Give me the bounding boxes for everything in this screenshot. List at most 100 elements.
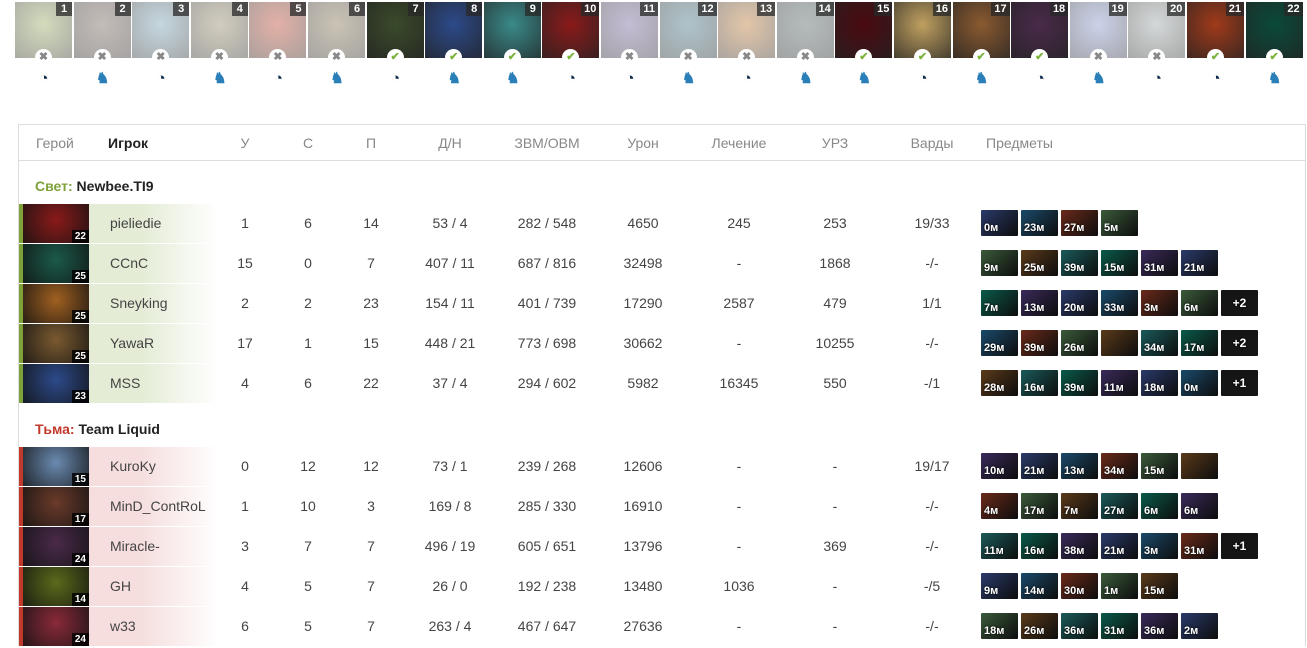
hero-portrait[interactable]: 14 xyxy=(23,567,89,606)
header-healing[interactable]: Лечение xyxy=(711,135,767,151)
item-icon[interactable]: 15м xyxy=(1101,250,1138,276)
draft-hero-pick[interactable]: 8 ✔ ♞ xyxy=(425,2,483,92)
more-items-button[interactable]: +1 xyxy=(1221,370,1258,396)
player-name[interactable]: Sneyking xyxy=(110,295,168,311)
header-hero[interactable]: Герой xyxy=(36,135,74,151)
item-icon[interactable]: 3м xyxy=(1141,290,1178,316)
header-player[interactable]: Игрок xyxy=(108,135,149,151)
draft-hero-ban[interactable]: 4 ✖ ♞ xyxy=(190,2,248,92)
player-name[interactable]: MSS xyxy=(110,375,141,391)
item-icon[interactable]: 18м xyxy=(1141,370,1178,396)
draft-hero-pick[interactable]: 15 ✔ ♞ xyxy=(835,2,893,92)
header-kills[interactable]: У xyxy=(240,135,250,151)
item-icon[interactable]: 7м xyxy=(1061,493,1098,519)
item-icon[interactable]: 5м xyxy=(1101,210,1138,236)
header-gpm-xpm[interactable]: ЗВМ/ОВМ xyxy=(514,135,580,151)
item-icon[interactable] xyxy=(1101,330,1138,356)
draft-hero-ban[interactable]: 5 ✖ ◔ xyxy=(249,2,307,92)
item-icon[interactable]: 31м xyxy=(1141,250,1178,276)
item-icon[interactable]: 38м xyxy=(1061,533,1098,559)
header-building-damage[interactable]: УРЗ xyxy=(821,135,849,151)
player-name[interactable]: pieliedie xyxy=(110,215,162,231)
item-icon[interactable]: 9м xyxy=(981,250,1018,276)
hero-portrait[interactable]: 25 xyxy=(23,244,89,283)
item-icon[interactable]: 6м xyxy=(1141,493,1178,519)
item-icon[interactable]: 36м xyxy=(1141,613,1178,639)
player-name[interactable]: Miracle- xyxy=(110,538,160,554)
item-icon[interactable]: 30м xyxy=(1061,573,1098,599)
item-icon[interactable]: 3м xyxy=(1141,533,1178,559)
hero-portrait[interactable]: 15 xyxy=(23,447,89,486)
item-icon[interactable]: 18м xyxy=(981,613,1018,639)
more-items-button[interactable]: +2 xyxy=(1221,330,1258,356)
draft-hero-ban[interactable]: 14 ✖ ♞ xyxy=(776,2,834,92)
draft-hero-ban[interactable]: 3 ✖ ◔ xyxy=(132,2,190,92)
draft-hero-pick[interactable]: 18 ✔ ◔ xyxy=(1011,2,1069,92)
more-items-button[interactable]: +1 xyxy=(1221,533,1258,559)
item-icon[interactable]: 11м xyxy=(1101,370,1138,396)
draft-hero-ban[interactable]: 2 ✖ ♞ xyxy=(73,2,131,92)
header-deaths[interactable]: С xyxy=(302,135,314,151)
item-icon[interactable]: 29м xyxy=(981,330,1018,356)
draft-hero-ban[interactable]: 19 ✖ ♞ xyxy=(1069,2,1127,92)
hero-portrait[interactable]: 24 xyxy=(23,607,89,646)
item-icon[interactable]: 26м xyxy=(1061,330,1098,356)
item-icon[interactable]: 10м xyxy=(981,453,1018,479)
item-icon[interactable]: 39м xyxy=(1021,330,1058,356)
item-icon[interactable]: 39м xyxy=(1061,370,1098,396)
hero-portrait[interactable]: 17 xyxy=(23,487,89,526)
draft-hero-pick[interactable]: 9 ✔ ♞ xyxy=(483,2,541,92)
draft-hero-ban[interactable]: 20 ✖ ◔ xyxy=(1128,2,1186,92)
more-items-button[interactable]: +2 xyxy=(1221,290,1258,316)
header-assists[interactable]: П xyxy=(365,135,377,151)
item-icon[interactable]: 31м xyxy=(1181,533,1218,559)
draft-hero-ban[interactable]: 11 ✖ ◔ xyxy=(601,2,658,92)
item-icon[interactable]: 4м xyxy=(981,493,1018,519)
draft-hero-ban[interactable]: 13 ✖ ◔ xyxy=(718,2,776,92)
item-icon[interactable]: 34м xyxy=(1141,330,1178,356)
draft-hero-pick[interactable]: 16 ✔ ◔ xyxy=(894,2,951,92)
item-icon[interactable]: 25м xyxy=(1021,250,1058,276)
item-icon[interactable]: 2м xyxy=(1181,613,1218,639)
item-icon[interactable]: 28м xyxy=(981,370,1018,396)
draft-hero-pick[interactable]: 10 ✔ ◔ xyxy=(542,2,600,92)
item-icon[interactable]: 21м xyxy=(1101,533,1138,559)
player-name[interactable]: KuroKy xyxy=(110,458,156,474)
item-icon[interactable]: 16м xyxy=(1021,533,1058,559)
hero-portrait[interactable]: 25 xyxy=(23,284,89,323)
player-name[interactable]: w33 xyxy=(110,618,136,634)
player-name[interactable]: GH xyxy=(110,578,131,594)
item-icon[interactable]: 17м xyxy=(1181,330,1218,356)
draft-hero-pick[interactable]: 17 ✔ ♞ xyxy=(952,2,1010,92)
item-icon[interactable]: 11м xyxy=(981,533,1018,559)
draft-hero-pick[interactable]: 21 ✔ ◔ xyxy=(1187,2,1244,92)
item-icon[interactable]: 34м xyxy=(1101,453,1138,479)
item-icon[interactable]: 33м xyxy=(1101,290,1138,316)
item-icon[interactable]: 21м xyxy=(1181,250,1218,276)
draft-hero-ban[interactable]: 1 ✖ ◔ xyxy=(15,2,72,92)
item-icon[interactable]: 15м xyxy=(1141,573,1178,599)
hero-portrait[interactable]: 24 xyxy=(23,527,89,566)
player-name[interactable]: MinD_ContRoL xyxy=(110,498,206,514)
item-icon[interactable]: 1м xyxy=(1101,573,1138,599)
item-icon[interactable]: 26м xyxy=(1021,613,1058,639)
item-icon[interactable]: 21м xyxy=(1021,453,1058,479)
item-icon[interactable]: 0м xyxy=(981,210,1018,236)
item-icon[interactable] xyxy=(1181,453,1218,479)
player-name[interactable]: YawaR xyxy=(110,335,155,351)
item-icon[interactable]: 13м xyxy=(1021,290,1058,316)
item-icon[interactable]: 27м xyxy=(1101,493,1138,519)
header-lhdn[interactable]: Д/Н xyxy=(438,135,462,151)
draft-hero-pick[interactable]: 22 ✔ ♞ xyxy=(1245,2,1303,92)
hero-portrait[interactable]: 22 xyxy=(23,204,89,243)
item-icon[interactable]: 13м xyxy=(1061,453,1098,479)
item-icon[interactable]: 14м xyxy=(1021,573,1058,599)
item-icon[interactable]: 6м xyxy=(1181,290,1218,316)
player-name[interactable]: CCnC xyxy=(110,255,149,271)
item-icon[interactable]: 23м xyxy=(1021,210,1058,236)
item-icon[interactable]: 36м xyxy=(1061,613,1098,639)
item-icon[interactable]: 7м xyxy=(981,290,1018,316)
item-icon[interactable]: 6м xyxy=(1181,493,1218,519)
draft-hero-ban[interactable]: 6 ✖ ♞ xyxy=(308,2,365,92)
header-wards[interactable]: Варды xyxy=(910,135,954,151)
